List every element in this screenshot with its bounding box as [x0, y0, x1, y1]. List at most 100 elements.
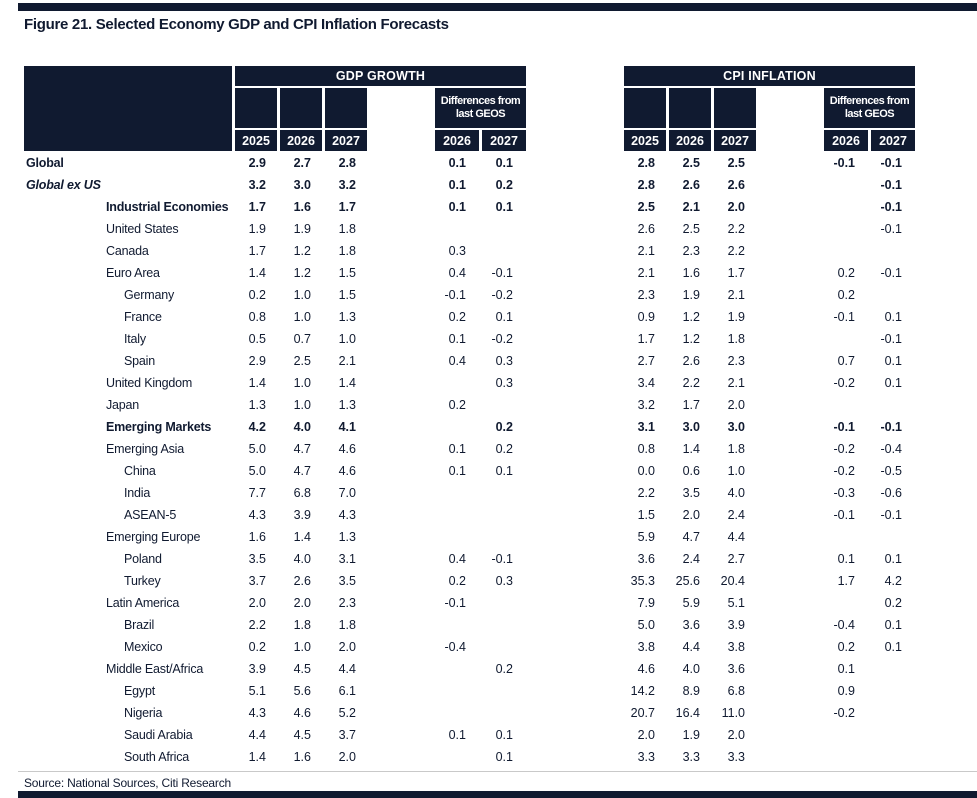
group-gap: [529, 439, 621, 459]
value-cell: 1.2: [293, 266, 311, 280]
value-cell: 2.5: [682, 156, 700, 170]
diff-value-cell: [871, 681, 915, 701]
group-gap: [529, 153, 621, 173]
spacer: [370, 505, 432, 525]
table-row: South Africa 1.4 1.6 2.0 0.1 3.3 3.3 3.3: [24, 747, 915, 767]
table-row: Spain 2.9 2.5 2.1 0.4 0.3 2.7 2.6 2.3 0.7 0.1: [24, 351, 915, 371]
diff-value-cell: 0.2: [448, 310, 466, 324]
table-row: Emerging Asia 5.0 4.7 4.6 0.1 0.2 0.8 1.4 1.8 -0.…: [24, 439, 915, 459]
row-label: Euro Area: [106, 266, 160, 280]
diff-value-cell: [482, 241, 526, 261]
table-row: Japan 1.3 1.0 1.3 0.2 3.2 1.7 2.0: [24, 395, 915, 415]
group-gap: [529, 285, 621, 305]
gdp-diff-header: Differences from last GEOS: [435, 88, 526, 128]
group-gap: [529, 175, 621, 195]
table-row: Poland 3.5 4.0 3.1 0.4 -0.1 3.6 2.4 2.7 0.1 0.1: [24, 549, 915, 569]
value-cell: 2.3: [637, 288, 655, 302]
diff-value-cell: [482, 615, 526, 635]
row-label: Japan: [106, 398, 140, 412]
value-cell: 35.3: [630, 574, 655, 588]
diff-value-cell: [824, 241, 868, 261]
diff-value-cell: 0.1: [495, 310, 513, 324]
group-gap: [529, 373, 621, 393]
group-gap: [529, 659, 621, 679]
value-cell: 6.1: [338, 684, 356, 698]
diff-value-cell: -0.1: [880, 200, 902, 214]
value-cell: 1.5: [338, 288, 356, 302]
value-cell: 1.7: [727, 266, 745, 280]
value-cell: 1.0: [293, 640, 311, 654]
table-row: Italy 0.5 0.7 1.0 0.1 -0.2 1.7 1.2 1.8 -0.1: [24, 329, 915, 349]
diff-value-cell: 0.1: [884, 552, 902, 566]
value-cell: 2.6: [682, 178, 700, 192]
row-label: United Kingdom: [106, 376, 193, 390]
spacer: [759, 659, 821, 679]
value-cell: 4.0: [682, 662, 700, 676]
value-cell: 0.2: [248, 640, 266, 654]
diff-value-cell: [435, 747, 479, 767]
value-cell: 1.8: [727, 332, 745, 346]
value-cell: 5.0: [248, 464, 266, 478]
gdp-diff-header-line2: last GEOS: [455, 108, 506, 120]
diff-value-cell: -0.1: [880, 332, 902, 346]
diff-value-cell: 0.1: [448, 200, 466, 214]
value-cell: 1.8: [338, 222, 356, 236]
spacer: [370, 593, 432, 613]
group-gap: [529, 329, 621, 349]
group-gap: [529, 505, 621, 525]
group-gap: [529, 571, 621, 591]
group-gap: [529, 593, 621, 613]
spacer: [759, 461, 821, 481]
value-cell: 1.6: [248, 530, 266, 544]
source-note: Source: National Sources, Citi Research: [18, 771, 977, 790]
value-cell: 1.2: [293, 244, 311, 258]
empty-header-cell: [624, 88, 666, 128]
diff-value-cell: -0.6: [880, 486, 902, 500]
value-cell: 8.9: [682, 684, 700, 698]
spacer: [759, 395, 821, 415]
row-label: France: [124, 310, 162, 324]
cpi-year-header-2027: 2027: [714, 130, 756, 151]
value-cell: 1.4: [338, 376, 356, 390]
table-row: United States 1.9 1.9 1.8 2.6 2.5 2.2 -0.1: [24, 219, 915, 239]
table-row: Global ex US 3.2 3.0 3.2 0.1 0.2 2.8 2.6 2.6 -0.1: [24, 175, 915, 195]
value-cell: 20.7: [630, 706, 655, 720]
value-cell: 7.0: [338, 486, 356, 500]
group-header-row: GDP GROWTH CPI INFLATION: [24, 66, 915, 151]
diff-value-cell: 0.7: [837, 354, 855, 368]
value-cell: 2.0: [338, 640, 356, 654]
spacer: [370, 681, 432, 701]
top-rule: [18, 3, 977, 11]
table-row: Mexico 0.2 1.0 2.0 -0.4 3.8 4.4 3.8 0.2 0.1: [24, 637, 915, 657]
table-row: Latin America 2.0 2.0 2.3 -0.1 7.9 5.9 5.1 0.2: [24, 593, 915, 613]
table-row: Saudi Arabia 4.4 4.5 3.7 0.1 0.1 2.0 1.9 2.0: [24, 725, 915, 745]
diff-value-cell: [482, 637, 526, 657]
forecast-table: GDP GROWTH CPI INFLATION Differences fro…: [21, 64, 918, 769]
diff-value-cell: [482, 593, 526, 613]
value-cell: 2.1: [727, 288, 745, 302]
table-row: Egypt 5.1 5.6 6.1 14.2 8.9 6.8 0.9: [24, 681, 915, 701]
diff-value-cell: -0.1: [880, 420, 902, 434]
spacer: [759, 351, 821, 371]
diff-value-cell: [482, 527, 526, 547]
value-cell: 4.7: [293, 464, 311, 478]
value-cell: 1.8: [293, 618, 311, 632]
value-cell: 3.9: [248, 662, 266, 676]
diff-header-row: Differences from last GEOS Differences f…: [24, 88, 915, 128]
value-cell: 3.2: [248, 178, 266, 192]
value-cell: 3.7: [338, 728, 356, 742]
value-cell: 4.3: [338, 508, 356, 522]
value-cell: 5.1: [727, 596, 745, 610]
diff-value-cell: -0.2: [833, 442, 855, 456]
value-cell: 1.4: [682, 442, 700, 456]
spacer: [759, 285, 821, 305]
spacer: [370, 637, 432, 657]
empty-header-cell: [280, 88, 322, 128]
value-cell: 1.9: [248, 222, 266, 236]
spacer: [759, 505, 821, 525]
value-cell: 3.3: [682, 750, 700, 764]
row-label: Canada: [106, 244, 149, 258]
value-cell: 2.5: [727, 156, 745, 170]
diff-value-cell: 0.1: [495, 464, 513, 478]
gdp-diff-header-line1: Differences from: [440, 94, 521, 107]
